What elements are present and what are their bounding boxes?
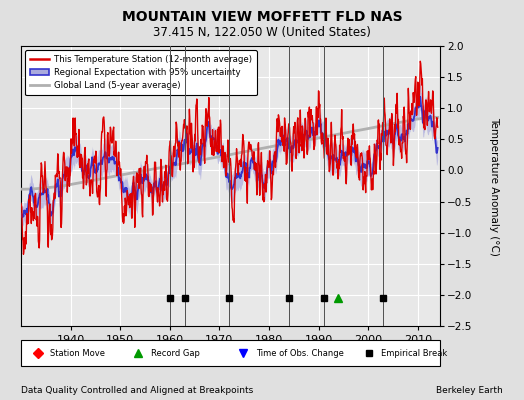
Text: 37.415 N, 122.050 W (United States): 37.415 N, 122.050 W (United States)	[153, 26, 371, 39]
FancyBboxPatch shape	[21, 340, 440, 366]
Text: Station Move: Station Move	[50, 348, 105, 358]
Text: Time of Obs. Change: Time of Obs. Change	[256, 348, 344, 358]
Text: Record Gap: Record Gap	[151, 348, 200, 358]
Text: Berkeley Earth: Berkeley Earth	[436, 386, 503, 395]
Text: Empirical Break: Empirical Break	[381, 348, 447, 358]
Text: Data Quality Controlled and Aligned at Breakpoints: Data Quality Controlled and Aligned at B…	[21, 386, 253, 395]
Y-axis label: Temperature Anomaly (°C): Temperature Anomaly (°C)	[489, 116, 499, 256]
Legend: This Temperature Station (12-month average), Regional Expectation with 95% uncer: This Temperature Station (12-month avera…	[25, 50, 257, 95]
Text: MOUNTAIN VIEW MOFFETT FLD NAS: MOUNTAIN VIEW MOFFETT FLD NAS	[122, 10, 402, 24]
